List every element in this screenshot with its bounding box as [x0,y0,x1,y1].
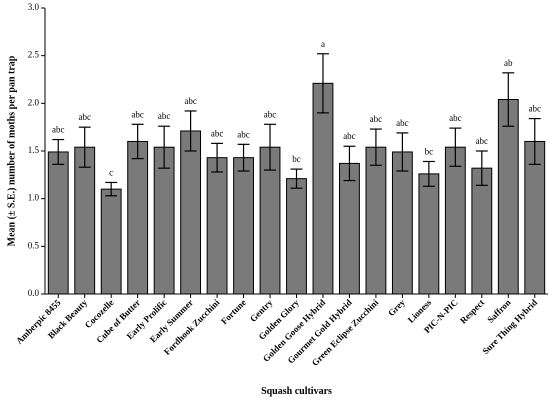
significance-label: abc [449,113,462,123]
significance-label: c [109,167,113,177]
x-tick-label: Fortune [219,297,248,326]
bars: abc abc c abc abc abc abc abc abc bc a abc abc abc bc a… [47,39,546,295]
significance-label: abc [529,104,542,114]
bar [180,130,202,295]
significance-label: abc [476,136,489,146]
y-tick-label: 3.0 [28,2,40,12]
bar [497,99,519,295]
bar [153,146,175,295]
significance-label: abc [211,128,224,138]
significance-label: bc [425,146,434,156]
significance-label: abc [131,109,144,119]
significance-label: abc [343,131,356,141]
x-tick-label: Amberpic 8455 [14,297,63,346]
significance-label: abc [264,109,277,119]
y-tick-label: 0.5 [28,240,40,250]
significance-label: abc [396,118,409,128]
bar [127,140,149,295]
y-axis-title: Mean (± S.E.) number of moths per pan tr… [6,55,17,246]
significance-label: ab [504,58,513,68]
y-axis: 0.0 0.5 1.0 1.5 2.0 2.5 3.0 [28,2,46,298]
bar [365,146,387,295]
significance-label: abc [158,111,171,121]
bar [233,157,254,295]
bar [286,178,307,295]
significance-label: abc [370,114,383,124]
bar [339,162,360,295]
y-tick-label: 2.5 [28,50,40,60]
y-tick-label: 0.0 [28,288,40,298]
significance-label: abc [237,129,250,139]
bar [471,167,493,295]
significance-label: abc [52,125,65,135]
bar [391,151,413,295]
bar [312,82,334,295]
x-tick-label: Grey [386,297,407,318]
y-tick-label: 2.0 [28,97,40,107]
y-tick-label: 1.0 [28,193,40,203]
bar [418,173,440,295]
x-tick-label: Respect [458,297,486,325]
bar [47,151,69,295]
bar [74,146,96,295]
bar [444,146,466,295]
significance-label: bc [292,154,301,164]
bar [206,157,228,295]
y-tick-label: 1.5 [28,145,40,155]
significance-label: a [321,39,325,49]
bar [100,188,122,295]
x-axis-title: Squash cultivars [261,386,332,397]
significance-label: abc [184,96,197,106]
significance-label: abc [78,112,91,122]
